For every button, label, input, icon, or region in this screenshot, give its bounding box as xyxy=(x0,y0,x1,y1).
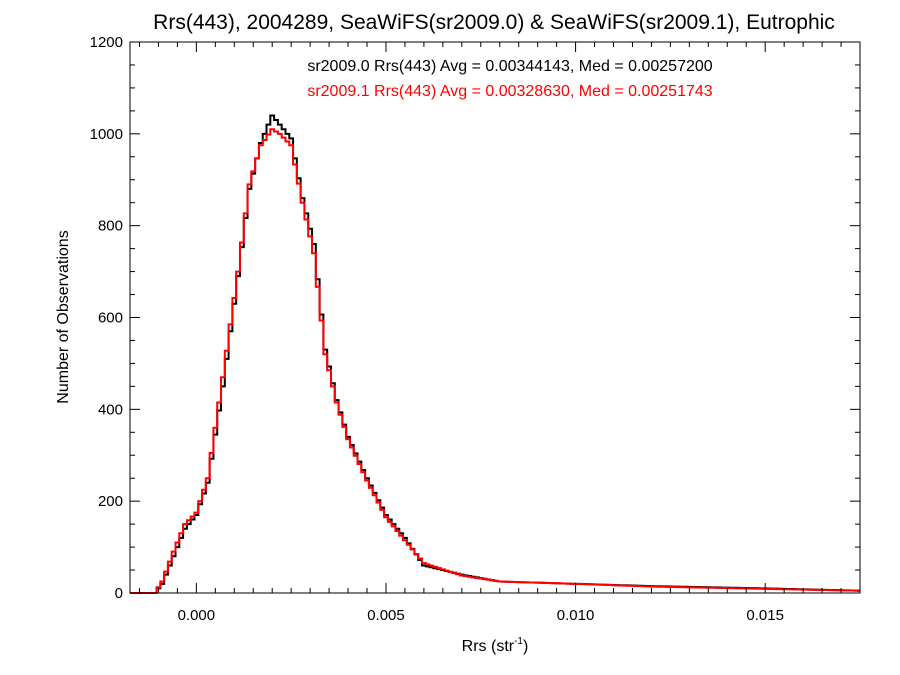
y-tick-label: 1200 xyxy=(90,34,123,51)
y-axis-label: Number of Observations xyxy=(55,230,72,403)
x-axis-label-sup: -1 xyxy=(514,636,523,647)
histogram-series-sr2009-1 xyxy=(130,128,860,594)
x-tick-label: 0.000 xyxy=(178,607,216,624)
y-tick-label: 400 xyxy=(98,401,123,418)
y-tick-label: 600 xyxy=(98,310,123,327)
y-tick-label: 1000 xyxy=(90,126,123,143)
y-tick-label: 0 xyxy=(115,585,123,602)
x-axis-label-prefix: Rrs (str xyxy=(462,638,515,655)
x-tick-label: 0.010 xyxy=(557,607,595,624)
series-layer xyxy=(130,114,860,594)
y-tick-label: 200 xyxy=(98,493,123,510)
histogram-series-sr2009-0 xyxy=(130,114,860,594)
chart-title: Rrs(443), 2004289, SeaWiFS(sr2009.0) & S… xyxy=(153,11,835,34)
tick-layer: 0 200 400 600 800 1000 1200 0.000 0.005 0.010 0.01… xyxy=(90,34,861,624)
x-tick-label: 0.015 xyxy=(746,607,784,624)
plot-frame xyxy=(129,41,861,594)
annotation-sr2009-0: sr2009.0 Rrs(443) Avg = 0.00344143, Med … xyxy=(307,58,712,75)
annotation-sr2009-1: sr2009.1 Rrs(443) Avg = 0.00328630, Med … xyxy=(307,83,712,100)
x-axis-label: Rrs (str-1) xyxy=(462,636,529,655)
x-axis-label-suffix: ) xyxy=(523,638,528,655)
x-tick-label: 0.005 xyxy=(367,607,405,624)
y-tick-label: 800 xyxy=(98,218,123,235)
